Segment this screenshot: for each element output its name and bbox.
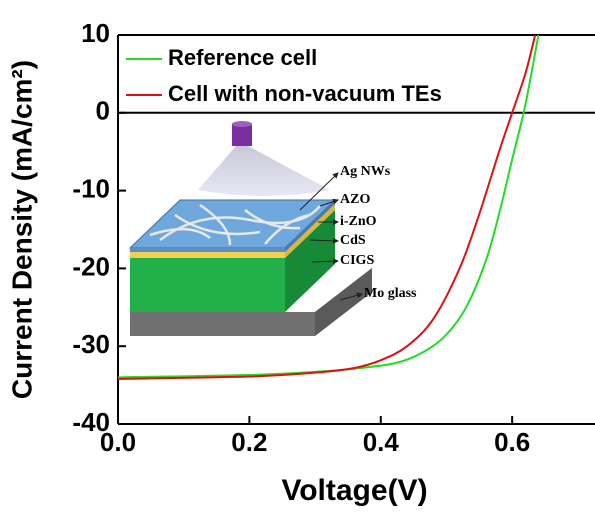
- x-tick-label: 0.4: [363, 427, 400, 457]
- inset-label: CIGS: [340, 253, 374, 268]
- mo-glass-front: [130, 312, 315, 336]
- y-tick-label: -20: [72, 251, 110, 281]
- inset-label: AZO: [340, 192, 370, 207]
- inset-label: Ag NWs: [340, 164, 391, 179]
- x-axis-label: Voltage(V): [281, 474, 427, 507]
- inset-diagram: Ag NWs AZO i-ZnO CdS CIGS Mo glass: [130, 121, 417, 336]
- mo-glass-side: [315, 268, 372, 336]
- chart: Ag NWsAZOi-ZnOCdSCIGSMo glass -40-30-20-…: [0, 0, 595, 515]
- y-tick-label: 0: [96, 96, 110, 126]
- x-tick-label: 0.2: [231, 427, 267, 457]
- legend-label: Cell with non-vacuum TEs: [168, 81, 442, 106]
- inset-label: CdS: [340, 233, 366, 248]
- legend-label: Reference cell: [168, 45, 317, 70]
- x-tick-label: 0.6: [494, 427, 530, 457]
- cigs-front: [130, 258, 285, 312]
- cds: [130, 252, 285, 258]
- inset-label: Mo glass: [364, 286, 417, 301]
- y-tick-label: -30: [72, 329, 110, 359]
- x-tick-label: 0.0: [100, 427, 136, 457]
- y-tick-label: 10: [81, 18, 110, 48]
- y-axis-label: Current Density (mA/cm²): [6, 60, 37, 399]
- inset-label: i-ZnO: [340, 214, 377, 229]
- y-tick-label: -10: [72, 173, 110, 203]
- sprayer-top: [232, 121, 252, 127]
- sprayer: [232, 124, 252, 146]
- azo-front: [130, 248, 285, 252]
- page: Ag NWsAZOi-ZnOCdSCIGSMo glass -40-30-20-…: [0, 0, 595, 520]
- spray-cone: [198, 146, 330, 196]
